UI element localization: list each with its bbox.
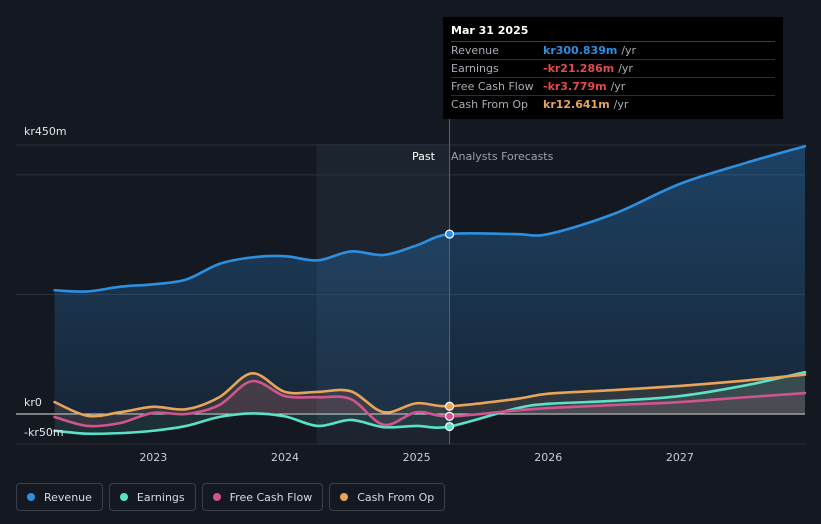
legend-label: Earnings bbox=[136, 490, 185, 504]
tooltip-unit: /yr bbox=[613, 98, 629, 111]
tooltip-label: Free Cash Flow bbox=[451, 80, 534, 93]
y-axis-label-top: kr450m bbox=[24, 125, 67, 138]
forecast-label: Analysts Forecasts bbox=[451, 150, 554, 163]
revenue-marker bbox=[444, 229, 455, 239]
earnings-line bbox=[53, 370, 807, 436]
chart-legend: Revenue Earnings Free Cash Flow Cash Fro… bbox=[16, 483, 446, 511]
tooltip-value: kr12.641m bbox=[543, 98, 610, 111]
x-tick-label: 2027 bbox=[665, 451, 694, 464]
tooltip-unit: /yr bbox=[610, 80, 626, 93]
tooltip-label: Revenue bbox=[451, 44, 499, 57]
tooltip-value: -kr3.779m bbox=[543, 80, 607, 93]
x-tick-label: 2024 bbox=[270, 451, 299, 464]
x-tick-label: 2023 bbox=[139, 451, 168, 464]
tooltip-value: -kr21.286m bbox=[543, 62, 615, 75]
tooltip-row-cash-from-op: Cash From Op kr12.641m /yr bbox=[451, 96, 775, 113]
legend-item-cash-from-op[interactable]: Cash From Op bbox=[329, 483, 446, 511]
x-tick-label: 2026 bbox=[534, 451, 563, 464]
free-cash-flow-line bbox=[53, 379, 807, 428]
free-cash-flow-area bbox=[54, 381, 806, 427]
tooltip-row-revenue: Revenue kr300.839m /yr bbox=[451, 42, 775, 60]
y-axis-label-bottom: -kr50m bbox=[24, 426, 64, 439]
cash-from-op-marker bbox=[444, 401, 455, 411]
hover-tooltip: Mar 31 2025 Revenue kr300.839m /yr Earni… bbox=[443, 17, 783, 119]
legend-item-earnings[interactable]: Earnings bbox=[108, 483, 196, 511]
legend-item-free-cash-flow[interactable]: Free Cash Flow bbox=[201, 483, 324, 511]
y-axis-label-zero: kr0 bbox=[24, 396, 42, 409]
cash-from-op-line bbox=[53, 372, 807, 418]
legend-dot-icon bbox=[27, 493, 35, 501]
legend-dot-icon bbox=[212, 493, 221, 501]
x-tick-label: 2025 bbox=[402, 451, 431, 464]
tooltip-row-earnings: Earnings -kr21.286m /yr bbox=[451, 60, 775, 78]
legend-label: Revenue bbox=[44, 490, 92, 504]
tooltip-date: Mar 31 2025 bbox=[451, 23, 775, 42]
legend-dot-icon bbox=[119, 493, 128, 501]
tooltip-label: Cash From Op bbox=[451, 98, 529, 111]
hover-markers bbox=[444, 229, 455, 432]
tooltip-row-free-cash-flow: Free Cash Flow -kr3.779m /yr bbox=[451, 78, 775, 96]
legend-item-revenue[interactable]: Revenue bbox=[16, 483, 103, 511]
tooltip-unit: /yr bbox=[618, 62, 633, 75]
legend-label: Free Cash Flow bbox=[229, 490, 313, 504]
past-label: Past bbox=[412, 150, 435, 163]
tooltip-unit: /yr bbox=[621, 44, 637, 57]
free-cash-flow-marker bbox=[444, 411, 455, 421]
legend-label: Cash From Op bbox=[357, 490, 435, 504]
earnings-marker bbox=[444, 421, 455, 432]
tooltip-label: Earnings bbox=[451, 62, 499, 75]
revenue-line bbox=[53, 144, 807, 293]
series-lines bbox=[53, 144, 807, 436]
tooltip-value: kr300.839m bbox=[543, 44, 618, 57]
legend-dot-icon bbox=[340, 493, 349, 501]
